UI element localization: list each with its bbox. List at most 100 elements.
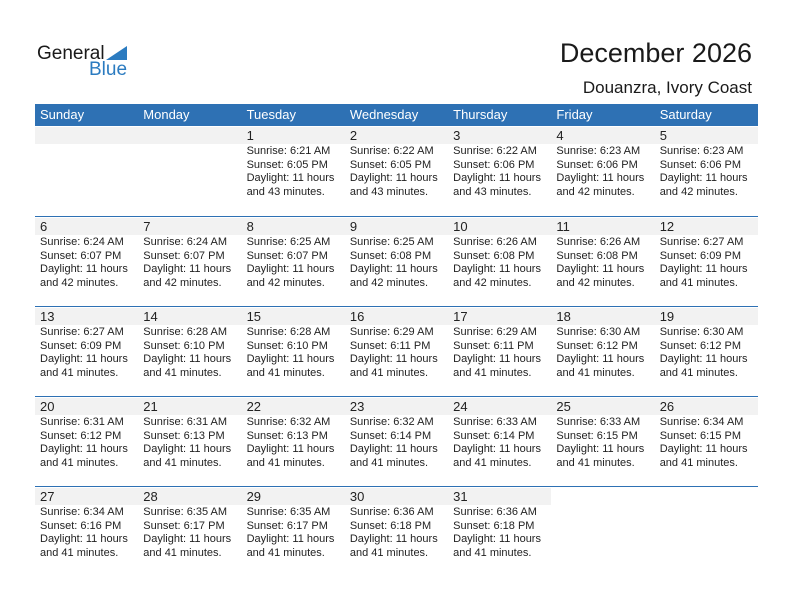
weekday-thursday: Thursday: [453, 107, 508, 122]
day-cell: [551, 487, 654, 576]
daylight-minutes: and 41 minutes.: [556, 456, 635, 469]
week-row: 20 Sunrise: 6:31 AM Sunset: 6:12 PM Dayligh…: [35, 396, 758, 486]
day-info: Sunrise: 6:36 AM Sunset: 6:18 PM Daylight:…: [345, 505, 448, 560]
day-number: 24: [448, 398, 552, 415]
daylight-minutes: and 43 minutes.: [453, 185, 532, 198]
day-number: 28: [138, 488, 242, 505]
day-number: 30: [344, 488, 449, 505]
sunset: Sunset: 6:11 PM: [453, 339, 534, 352]
weekday-friday: Friday: [556, 107, 593, 122]
sunrise: Sunrise: 6:28 AM: [143, 326, 228, 338]
daylight-minutes: and 41 minutes.: [40, 366, 119, 379]
daylight: Daylight: 11 hours: [143, 263, 232, 276]
day-cell: 26 Sunrise: 6:34 AM Sunset: 6:15 PM Dayligh…: [654, 397, 758, 486]
day-info: Sunrise: 6:22 AM Sunset: 6:05 PM Daylight:…: [345, 144, 448, 199]
daylight-minutes: and 42 minutes.: [40, 276, 119, 289]
sunset: Sunset: 6:17 PM: [143, 519, 225, 532]
sunrise: Sunrise: 6:21 AM: [246, 145, 331, 157]
week-row: 13 Sunrise: 6:27 AM Sunset: 6:09 PM Dayligh…: [35, 306, 758, 396]
empty-day-band: [138, 127, 242, 144]
logo: General Blue: [37, 43, 132, 83]
day-info: Sunrise: 6:25 AM Sunset: 6:08 PM Daylight:…: [345, 235, 448, 290]
daylight: Daylight: 11 hours: [556, 172, 645, 185]
day-number: 4: [551, 127, 655, 144]
sunrise: Sunrise: 6:32 AM: [349, 416, 434, 428]
week-row: 27 Sunrise: 6:34 AM Sunset: 6:16 PM Dayligh…: [35, 486, 758, 576]
weekday-saturday: Saturday: [659, 107, 712, 122]
sunset: Sunset: 6:05 PM: [246, 158, 328, 171]
day-number: 7: [138, 218, 242, 235]
sunset: Sunset: 6:15 PM: [659, 429, 742, 442]
day-cell: 7 Sunrise: 6:24 AM Sunset: 6:07 PM Daylight…: [138, 217, 242, 306]
daylight-minutes: and 41 minutes.: [246, 546, 325, 559]
daylight: Daylight: 11 hours: [453, 263, 541, 276]
day-number: 11: [551, 218, 655, 235]
day-info: Sunrise: 6:22 AM Sunset: 6:06 PM Daylight:…: [448, 144, 551, 199]
day-cell: 15 Sunrise: 6:28 AM Sunset: 6:10 PM Dayligh…: [241, 307, 345, 396]
sunset: Sunset: 6:14 PM: [349, 429, 432, 442]
daylight-minutes: and 41 minutes.: [453, 366, 532, 379]
day-number: 20: [35, 398, 139, 415]
daylight: Daylight: 11 hours: [143, 443, 232, 456]
day-number: 9: [344, 218, 449, 235]
daylight-minutes: and 41 minutes.: [246, 366, 325, 379]
daylight-minutes: and 41 minutes.: [349, 546, 429, 559]
day-number: 8: [241, 218, 345, 235]
day-number: 26: [654, 398, 758, 415]
day-number: 14: [138, 308, 242, 325]
day-cell: 11 Sunrise: 6:26 AM Sunset: 6:08 PM Dayligh…: [551, 217, 655, 306]
sunrise: Sunrise: 6:34 AM: [40, 506, 124, 518]
day-cell: 5 Sunrise: 6:23 AM Sunset: 6:06 PM Daylight…: [654, 126, 758, 216]
day-number: 6: [35, 218, 139, 235]
daylight: Daylight: 11 hours: [40, 263, 128, 276]
daylight: Daylight: 11 hours: [349, 263, 438, 276]
daylight: Daylight: 11 hours: [556, 443, 645, 456]
daylight: Daylight: 11 hours: [453, 533, 541, 546]
sunset: Sunset: 6:09 PM: [659, 249, 742, 262]
weekday-sunday: Sunday: [40, 107, 85, 122]
sunset: Sunset: 6:12 PM: [556, 339, 638, 352]
sunrise: Sunrise: 6:36 AM: [453, 506, 537, 518]
daylight: Daylight: 11 hours: [40, 443, 128, 456]
daylight-minutes: and 41 minutes.: [246, 456, 325, 469]
sunset: Sunset: 6:08 PM: [556, 249, 638, 262]
sunset: Sunset: 6:06 PM: [659, 158, 742, 171]
sunrise: Sunrise: 6:27 AM: [659, 236, 744, 248]
daylight: Daylight: 11 hours: [453, 353, 541, 366]
day-number: 16: [344, 308, 449, 325]
daylight: Daylight: 11 hours: [246, 353, 335, 366]
sunrise: Sunrise: 6:24 AM: [40, 236, 124, 248]
day-cell: [655, 487, 758, 576]
daylight: Daylight: 11 hours: [246, 263, 335, 276]
daylight-minutes: and 42 minutes.: [453, 276, 532, 289]
sunset: Sunset: 6:07 PM: [40, 249, 122, 262]
day-number: 15: [241, 308, 345, 325]
day-info: Sunrise: 6:30 AM Sunset: 6:12 PM Daylight:…: [551, 325, 654, 380]
sunset: Sunset: 6:06 PM: [453, 158, 535, 171]
sunrise: Sunrise: 6:22 AM: [453, 145, 537, 157]
day-number: 5: [654, 127, 758, 144]
day-info: Sunrise: 6:33 AM Sunset: 6:15 PM Daylight:…: [551, 415, 654, 470]
sunset: Sunset: 6:05 PM: [349, 158, 432, 171]
sunrise: Sunrise: 6:23 AM: [556, 145, 641, 157]
sunrise: Sunrise: 6:30 AM: [556, 326, 641, 338]
calendar-grid: Sunday Monday Tuesday Wednesday Thursday Frid…: [35, 104, 758, 576]
day-info: Sunrise: 6:32 AM Sunset: 6:13 PM Daylight:…: [242, 415, 345, 470]
day-cell: 8 Sunrise: 6:25 AM Sunset: 6:07 PM Daylight…: [241, 217, 345, 306]
sunrise: Sunrise: 6:31 AM: [143, 416, 228, 428]
sunset: Sunset: 6:07 PM: [143, 249, 225, 262]
sunrise: Sunrise: 6:23 AM: [659, 145, 744, 157]
sunset: Sunset: 6:18 PM: [453, 519, 535, 532]
day-number: 31: [448, 488, 552, 505]
weekday-header: Sunday Monday Tuesday Wednesday Thursday Frid…: [35, 104, 758, 126]
daylight: Daylight: 11 hours: [40, 533, 128, 546]
daylight: Daylight: 11 hours: [246, 172, 335, 185]
day-info: Sunrise: 6:30 AM Sunset: 6:12 PM Daylight:…: [655, 325, 758, 380]
daylight-minutes: and 41 minutes.: [40, 456, 119, 469]
day-cell: 25 Sunrise: 6:33 AM Sunset: 6:15 PM Dayligh…: [551, 397, 655, 486]
day-number: 23: [344, 398, 449, 415]
daylight: Daylight: 11 hours: [349, 533, 438, 546]
daylight: Daylight: 11 hours: [659, 353, 748, 366]
daylight: Daylight: 11 hours: [143, 353, 232, 366]
week-row: 1 Sunrise: 6:21 AM Sunset: 6:05 PM Daylight…: [35, 126, 758, 216]
